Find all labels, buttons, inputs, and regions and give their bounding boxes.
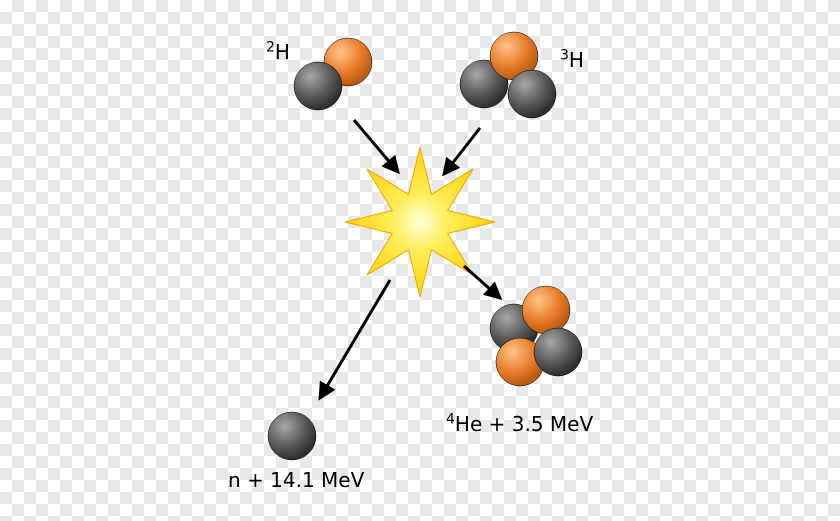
arrow-helium	[464, 266, 500, 298]
label-helium: 4He + 3.5 MeV	[446, 412, 593, 436]
label-neutron: n + 14.1 MeV	[228, 468, 364, 492]
free-neutron-0	[268, 412, 316, 460]
helium-nucleon-1	[522, 286, 570, 334]
deuterium-nucleon-1	[294, 62, 342, 110]
diagram-svg	[180, 0, 660, 521]
arrow-neutron	[320, 280, 390, 398]
tritium-nucleon-2	[508, 70, 556, 118]
arrow-tritium	[444, 128, 480, 174]
label-tritium-sup: 3	[560, 47, 569, 63]
label-tritium-main: H	[569, 48, 584, 72]
label-deuterium: 2H	[266, 40, 290, 64]
fusion-diagram: 2H 3H 4He + 3.5 MeV n + 14.1 MeV	[180, 0, 660, 521]
label-tritium: 3H	[560, 48, 584, 72]
label-neutron-main: n + 14.1 MeV	[228, 468, 364, 492]
label-helium-sup: 4	[446, 411, 455, 427]
helium-nucleon-3	[534, 328, 582, 376]
label-deuterium-main: H	[275, 40, 290, 64]
label-deuterium-sup: 2	[266, 39, 275, 55]
label-helium-main: He + 3.5 MeV	[455, 412, 593, 436]
arrow-deuterium	[354, 120, 398, 172]
